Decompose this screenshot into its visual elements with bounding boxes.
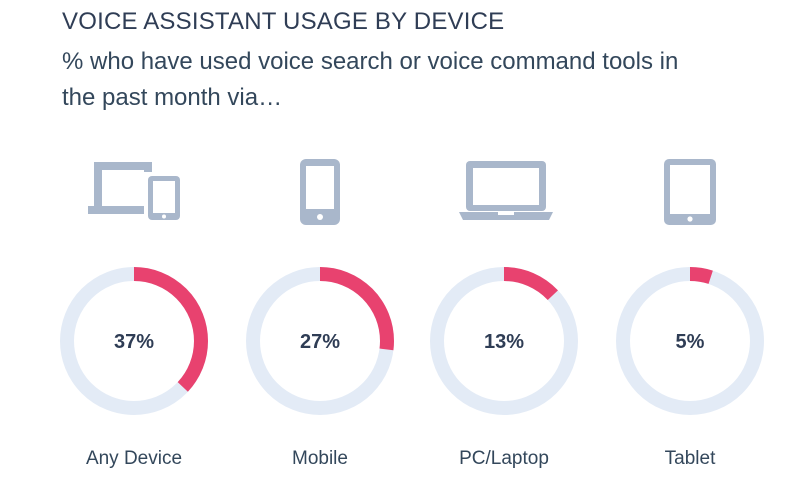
donut-value-label: 13% xyxy=(484,331,524,353)
donut-value-arc xyxy=(60,267,208,415)
donut-value-arc xyxy=(430,267,578,415)
donut-pc-laptop: 13% PC/Laptop xyxy=(430,267,578,469)
category-label: Any Device xyxy=(86,448,182,469)
donut-value-arc xyxy=(616,267,764,415)
donut-value-arc xyxy=(246,267,394,415)
donut-any-device: 37% Any Device xyxy=(60,267,208,469)
chart-subtitle: % who have used voice search or voice co… xyxy=(62,48,679,111)
donut-value-label: 37% xyxy=(114,331,154,353)
category-label: PC/Laptop xyxy=(459,448,549,469)
smartphone-icon xyxy=(300,159,340,225)
category-label: Mobile xyxy=(292,448,348,469)
laptop-icon xyxy=(459,161,553,220)
donut-tablet: 5% Tablet xyxy=(616,267,764,469)
category-label: Tablet xyxy=(665,448,716,469)
devices-icon xyxy=(88,162,180,220)
donut-value-label: 27% xyxy=(300,331,340,353)
donut-mobile: 27% Mobile xyxy=(246,267,394,469)
tablet-icon xyxy=(664,159,716,225)
chart-title: VOICE ASSISTANT USAGE BY DEVICE xyxy=(62,8,505,35)
donut-value-label: 5% xyxy=(676,331,705,353)
